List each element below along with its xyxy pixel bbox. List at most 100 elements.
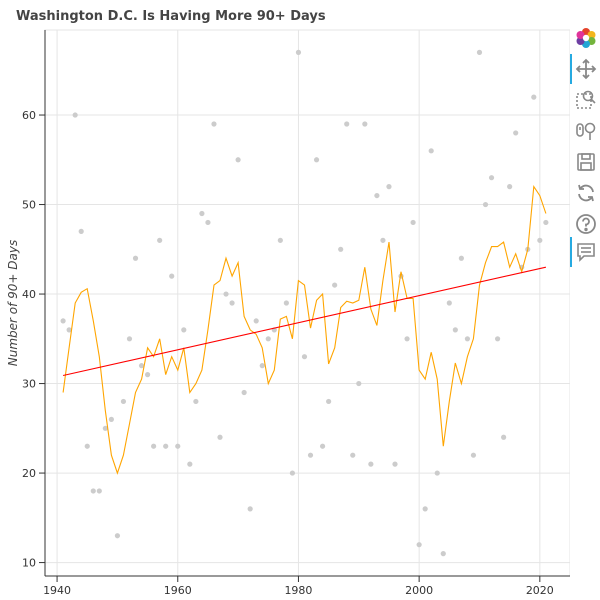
- wheel-zoom-tool-icon[interactable]: [574, 119, 598, 143]
- scatter-point: [380, 237, 386, 243]
- scatter-point: [482, 201, 489, 208]
- scatter-point: [114, 533, 121, 539]
- scatter-point: [313, 157, 320, 163]
- scatter-point: [169, 273, 175, 279]
- scatter-point: [205, 219, 211, 226]
- scatter-point: [120, 398, 127, 405]
- y-tick-label: 10: [22, 557, 36, 570]
- scatter-point: [138, 363, 145, 369]
- scatter-point: [307, 452, 314, 458]
- y-axis-label: Number of 90+ Days: [6, 240, 20, 367]
- scatter-point: [259, 363, 265, 369]
- scatter-point: [235, 157, 241, 163]
- scatter-point: [362, 121, 368, 127]
- scatter-point: [386, 184, 392, 190]
- scatter-point: [319, 443, 326, 449]
- scatter-point: [265, 336, 271, 342]
- scatter-point: [350, 452, 356, 458]
- scatter-point: [452, 327, 458, 333]
- scatter-point: [301, 354, 308, 360]
- chart-plot[interactable]: 1940 1960 1980 2000 2020 10 20 30 40 50 60 Number …: [0, 0, 570, 600]
- x-tick-label: 2020: [526, 584, 554, 597]
- y-tick-label: 60: [22, 109, 36, 122]
- trend-line: [62, 266, 547, 377]
- scatter-point: [488, 175, 495, 181]
- axes: 1940 1960 1980 2000 2020 10 20 30 40 50 60: [22, 30, 570, 597]
- scatter-point: [102, 425, 108, 431]
- scatter-point: [72, 112, 78, 118]
- scatter-point: [84, 443, 90, 449]
- scatter-point: [283, 300, 289, 306]
- scatter-point: [126, 336, 133, 342]
- scatter-point: [494, 336, 501, 342]
- hover-tool-icon[interactable]: [574, 240, 598, 264]
- scatter-point: [181, 327, 187, 333]
- y-tick-label: 20: [22, 467, 36, 480]
- scatter-point: [144, 372, 151, 378]
- scatter-point: [392, 461, 398, 467]
- reset-tool-icon[interactable]: [574, 181, 598, 205]
- scatter-point: [217, 434, 223, 440]
- scatter-point: [356, 380, 362, 387]
- scatter-point: [277, 237, 283, 243]
- scatter-point: [464, 336, 471, 342]
- scatter-point: [289, 470, 296, 476]
- x-tick-label: 1980: [284, 584, 312, 597]
- scatter-point: [326, 398, 332, 405]
- scatter-point: [199, 210, 205, 217]
- scatter-point: [507, 184, 513, 190]
- scatter-point: [416, 542, 422, 548]
- scatter-point: [440, 551, 446, 557]
- scatter-point: [187, 461, 193, 467]
- pan-tool-icon[interactable]: [574, 57, 598, 81]
- scatter-point: [338, 246, 344, 252]
- save-tool-icon[interactable]: [574, 150, 598, 174]
- help-tool-icon[interactable]: [574, 212, 598, 236]
- scatter-point: [470, 452, 477, 458]
- scatter-point: [446, 300, 452, 306]
- scatter-point: [458, 255, 464, 261]
- y-tick-label: 30: [22, 378, 36, 391]
- x-tick-label: 1940: [43, 584, 71, 597]
- scatter-point: [537, 237, 543, 243]
- chart-toolbar: [570, 26, 600, 286]
- scatter-point: [410, 219, 416, 226]
- scatter-point: [344, 121, 350, 127]
- scatter-point: [422, 506, 428, 512]
- grid-lines: [45, 30, 570, 576]
- scatter-point: [501, 434, 507, 440]
- moving-average-line: [62, 185, 547, 475]
- scatter-point: [78, 228, 84, 234]
- y-tick-label: 40: [22, 288, 36, 301]
- scatter-point: [513, 130, 519, 136]
- scatter-point: [132, 255, 139, 261]
- scatter-point: [193, 398, 199, 405]
- scatter-point: [60, 318, 66, 324]
- bokeh-logo-icon[interactable]: [574, 26, 598, 50]
- scatter-point: [253, 318, 259, 324]
- scatter-point: [157, 237, 163, 243]
- scatter-point: [428, 148, 434, 154]
- scatter-point: [368, 461, 374, 467]
- scatter-point: [543, 219, 549, 226]
- scatter-point: [223, 291, 229, 297]
- scatter-point: [374, 192, 380, 199]
- scatter-point: [66, 327, 72, 333]
- x-tick-label: 2000: [405, 584, 433, 597]
- scatter-point: [108, 416, 114, 422]
- line-series: [62, 185, 547, 475]
- pan-tool-active-indicator: [570, 54, 572, 84]
- scatter-point: [332, 282, 338, 288]
- hover-tool-active-indicator: [570, 237, 572, 267]
- scatter-point: [295, 49, 302, 55]
- y-tick-label: 50: [22, 199, 36, 212]
- box-zoom-tool-icon[interactable]: [574, 88, 598, 112]
- scatter-point: [476, 49, 483, 55]
- scatter-point: [531, 94, 537, 100]
- scatter-point: [96, 488, 102, 494]
- scatter-point: [241, 389, 247, 396]
- scatter-series: [60, 49, 549, 557]
- x-tick-label: 1960: [164, 584, 192, 597]
- scatter-point: [434, 470, 440, 476]
- scatter-point: [163, 443, 169, 449]
